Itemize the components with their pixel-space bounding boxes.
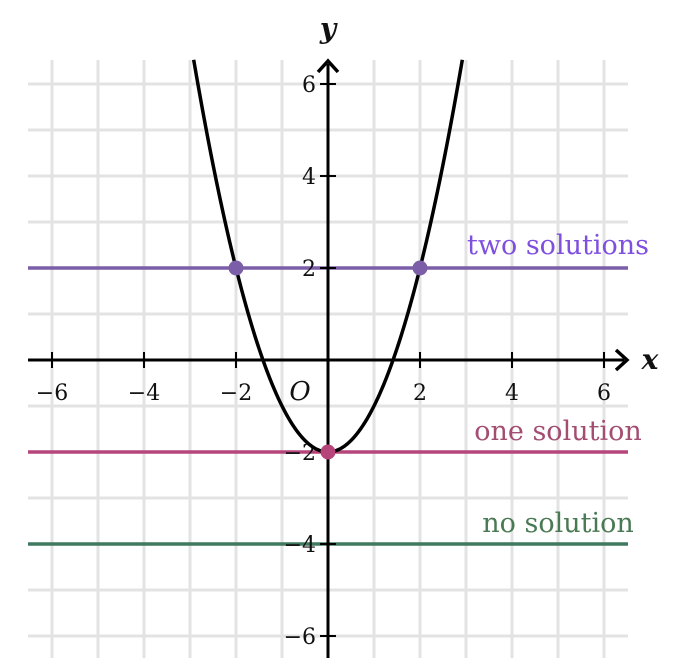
y-tick-label: 4	[302, 165, 316, 190]
intersection-points	[228, 260, 428, 460]
x-tick-label: 6	[597, 381, 611, 406]
axes	[28, 58, 630, 658]
y-tick-label: −6	[284, 625, 316, 650]
intersection-point	[228, 260, 244, 276]
x-tick-label: 4	[505, 381, 519, 406]
y-tick-label: 6	[302, 73, 316, 98]
y-tick-label: 2	[302, 257, 316, 282]
origin-label: O	[289, 377, 310, 407]
intersection-point	[412, 260, 428, 276]
x-tick-label: −4	[128, 381, 160, 406]
y-tick-label: −4	[284, 533, 316, 558]
y-axis-title: y	[319, 12, 338, 45]
line-label-1: one solution	[474, 416, 641, 447]
x-axis-arrow-icon	[614, 348, 630, 372]
line-label-2: no solution	[482, 508, 634, 539]
y-axis-arrow-icon	[316, 58, 340, 74]
x-tick-label: −6	[36, 381, 68, 406]
x-tick-label: −2	[220, 381, 252, 406]
x-axis-title: x	[641, 343, 659, 376]
labels: x y O two solutions one solution no soluti…	[289, 12, 658, 539]
x-tick-label: 2	[413, 381, 427, 406]
intersection-point	[320, 444, 336, 460]
line-label-0: two solutions	[467, 230, 649, 261]
